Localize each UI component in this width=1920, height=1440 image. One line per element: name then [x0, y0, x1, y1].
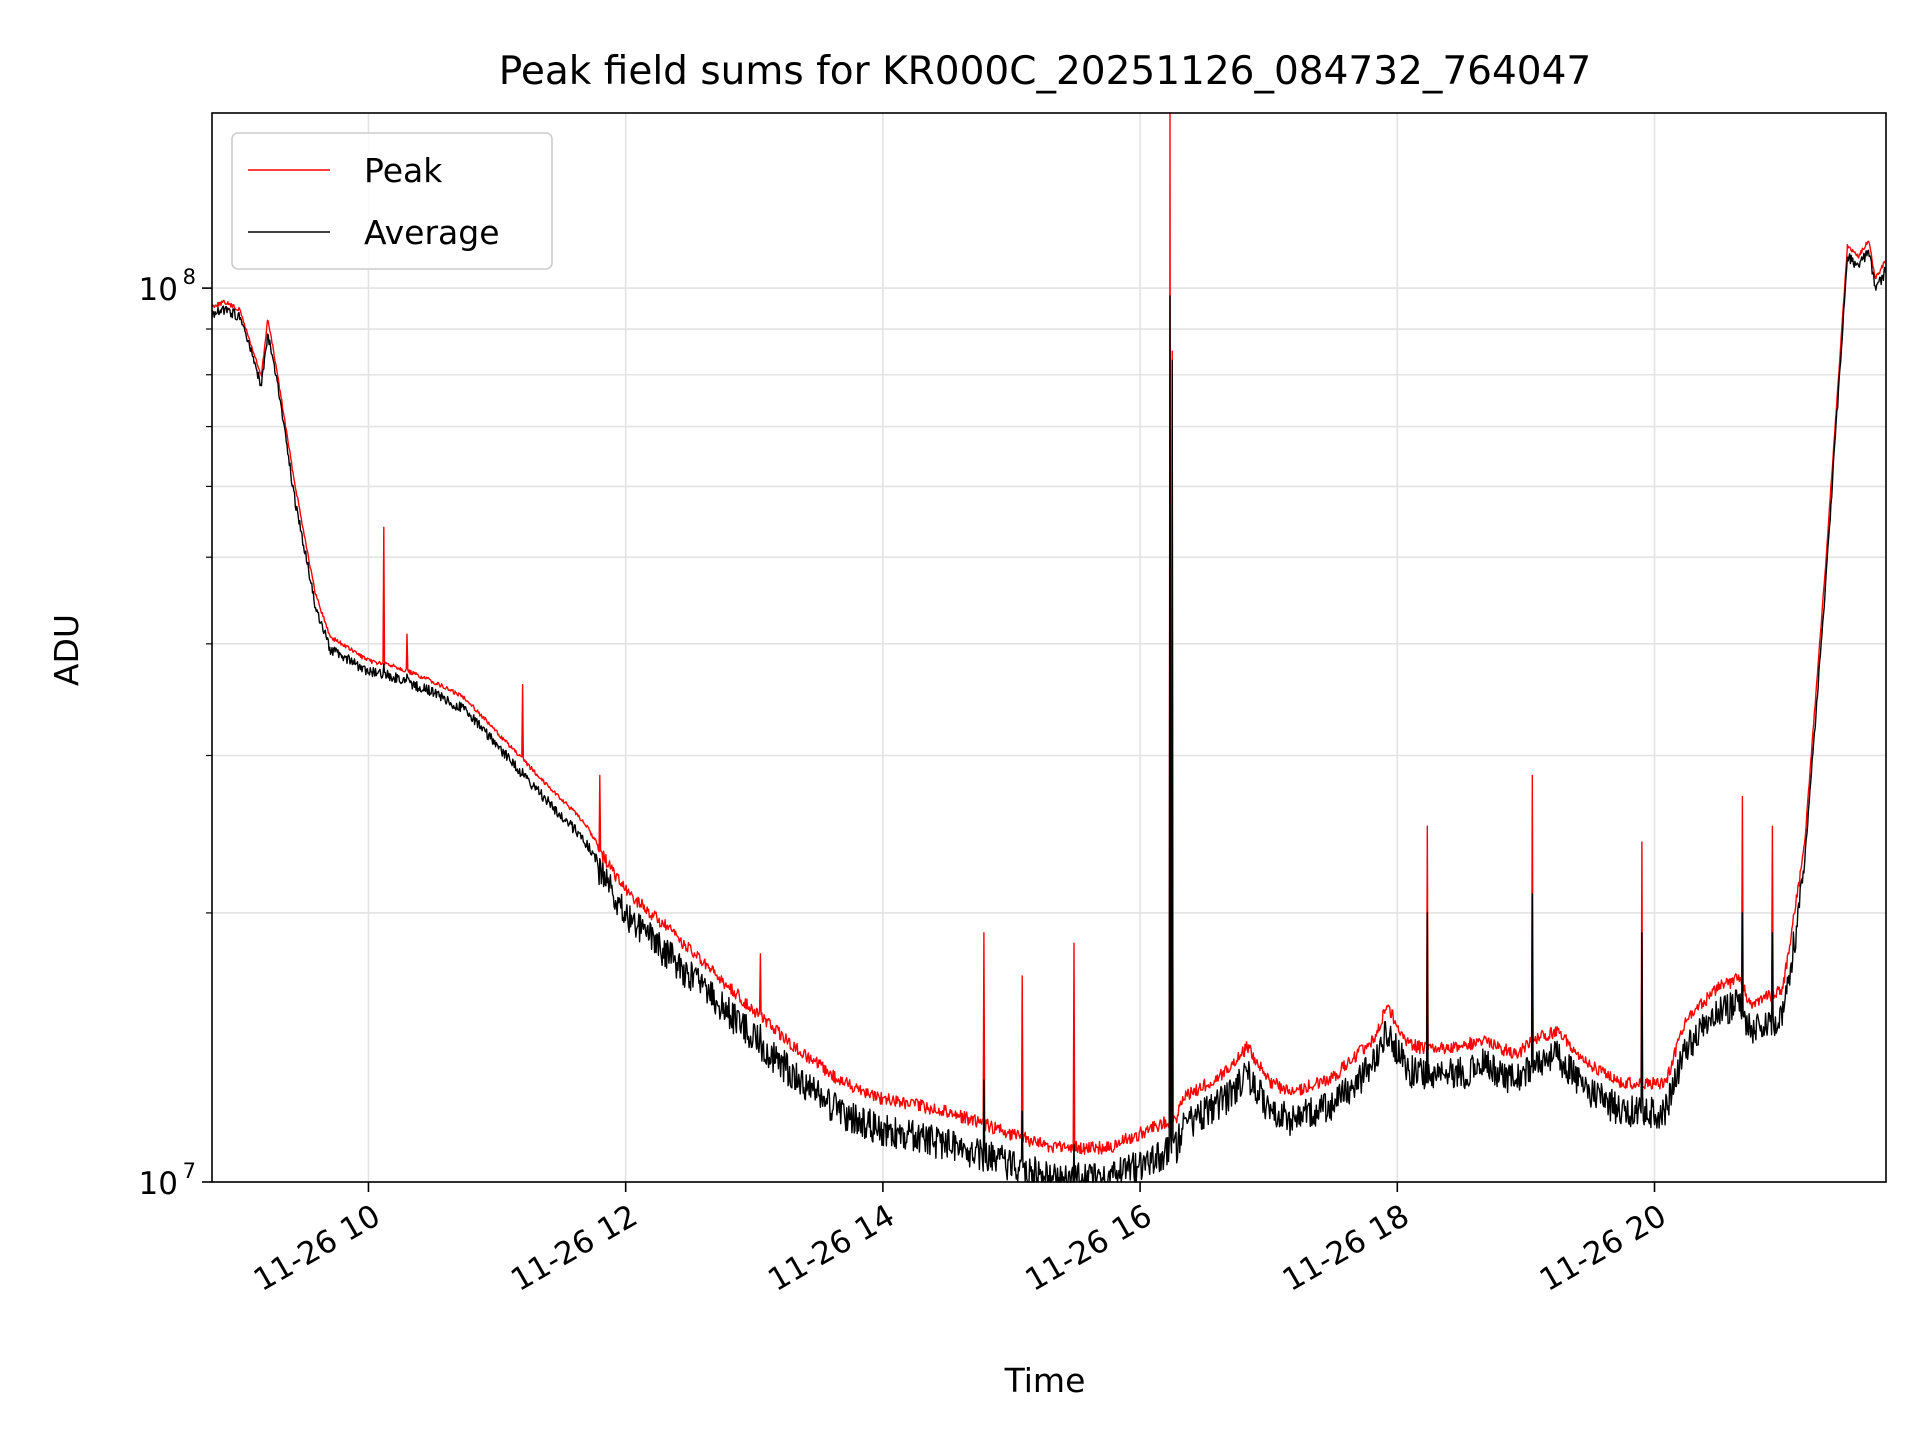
series-line-peak [211, 112, 1887, 1155]
x-axis-label: Time [1004, 1361, 1086, 1400]
y-axis-label: ADU [47, 614, 86, 686]
chart-title: Peak field sums for KR000C_20251126_0847… [499, 49, 1591, 94]
y-tick-exponent: 7 [183, 1159, 196, 1183]
axes-frame [211, 112, 1887, 1183]
legend-peak-label: Peak [364, 151, 443, 190]
legend-box [231, 132, 553, 270]
legend: Peak Average [231, 132, 553, 270]
series-line-average [211, 249, 1887, 1183]
legend-average-label: Average [364, 213, 500, 252]
y-tick-label: 10 [139, 1166, 178, 1202]
y-tick-label: 10 [139, 272, 178, 308]
y-tick-exponent: 8 [183, 265, 196, 289]
plot-series [211, 112, 1887, 1183]
grid-lines [212, 113, 1886, 1183]
